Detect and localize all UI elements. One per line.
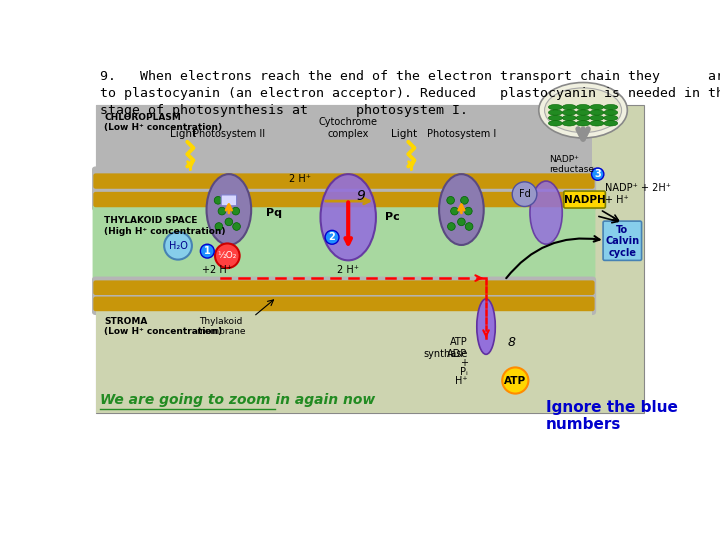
Circle shape [325,231,339,244]
FancyBboxPatch shape [221,195,237,206]
Text: 2 H⁺: 2 H⁺ [289,174,311,184]
FancyBboxPatch shape [92,166,596,211]
Text: Pᵢ: Pᵢ [459,367,467,377]
Circle shape [200,244,215,258]
FancyBboxPatch shape [94,280,595,295]
Ellipse shape [590,115,604,120]
FancyBboxPatch shape [94,296,595,311]
Ellipse shape [207,174,251,245]
Ellipse shape [549,120,562,126]
Text: 2: 2 [328,232,336,242]
Ellipse shape [477,299,495,354]
Text: 2 H⁺: 2 H⁺ [337,265,359,275]
Ellipse shape [549,104,562,110]
Text: ATP
synthase: ATP synthase [423,338,467,359]
Text: 1: 1 [204,246,211,256]
FancyBboxPatch shape [96,105,644,413]
Text: Light: Light [392,130,418,139]
Circle shape [215,222,222,231]
Ellipse shape [562,115,576,120]
Text: 8: 8 [508,335,516,348]
FancyBboxPatch shape [564,191,606,208]
Circle shape [225,218,233,226]
Text: + H⁺: + H⁺ [605,194,629,205]
FancyBboxPatch shape [94,173,595,189]
Circle shape [461,197,468,204]
Ellipse shape [544,88,621,132]
Circle shape [215,197,222,204]
FancyBboxPatch shape [94,192,595,207]
FancyBboxPatch shape [603,221,642,260]
Circle shape [451,207,459,215]
Ellipse shape [576,115,590,120]
Text: NADP⁺
reductase: NADP⁺ reductase [549,155,594,174]
Ellipse shape [562,120,576,126]
Text: STROMA
(Low H⁺ concentration): STROMA (Low H⁺ concentration) [104,316,222,336]
Ellipse shape [576,104,590,110]
Circle shape [164,232,192,260]
FancyBboxPatch shape [93,204,595,287]
Text: NADPH: NADPH [564,194,606,205]
Text: Pc: Pc [384,212,400,222]
Ellipse shape [549,115,562,120]
Text: NADP⁺ + 2H⁺: NADP⁺ + 2H⁺ [605,183,670,193]
Text: THYLAKOID SPACE
(High H⁺ concentration): THYLAKOID SPACE (High H⁺ concentration) [104,217,225,236]
Text: Cytochrome
complex: Cytochrome complex [319,117,378,139]
Ellipse shape [604,115,618,120]
Text: H₂O: H₂O [168,241,187,251]
Circle shape [232,207,240,215]
Circle shape [465,222,473,231]
Ellipse shape [576,120,590,126]
Ellipse shape [549,110,562,115]
Ellipse shape [562,104,576,110]
Circle shape [233,222,240,231]
Text: We are going to zoom in again now: We are going to zoom in again now [99,393,374,407]
Text: ATP: ATP [504,375,526,386]
Text: ADP: ADP [447,348,467,359]
Circle shape [457,218,465,226]
Circle shape [447,197,454,204]
Text: CHLOROPLASM
(Low H⁺ concentration): CHLOROPLASM (Low H⁺ concentration) [104,112,222,132]
Text: Pq: Pq [266,208,282,218]
Text: Fd: Fd [518,189,531,199]
Text: Photosystem I: Photosystem I [427,129,496,139]
Circle shape [215,244,240,268]
Text: 3: 3 [594,169,601,179]
FancyBboxPatch shape [96,105,593,173]
Text: Thylakoid
membrane: Thylakoid membrane [197,316,246,336]
Circle shape [448,222,455,231]
Circle shape [218,207,226,215]
Text: To
Calvin
cycle: To Calvin cycle [606,225,639,258]
Ellipse shape [530,181,562,244]
Ellipse shape [576,110,590,115]
Text: H⁺: H⁺ [455,376,467,386]
Text: Photosystem II: Photosystem II [193,129,265,139]
Ellipse shape [604,120,618,126]
Circle shape [512,182,537,206]
Ellipse shape [604,110,618,115]
Ellipse shape [604,104,618,110]
Text: ½O₂: ½O₂ [217,251,237,260]
Circle shape [592,168,604,180]
Ellipse shape [320,174,376,260]
Ellipse shape [539,83,627,138]
Text: 9.   When electrons reach the end of the electron transport chain they      are : 9. When electrons reach the end of the e… [99,70,720,117]
Ellipse shape [439,174,484,245]
Ellipse shape [590,104,604,110]
FancyBboxPatch shape [96,310,593,413]
FancyBboxPatch shape [92,65,647,481]
Ellipse shape [590,120,604,126]
FancyBboxPatch shape [92,276,596,315]
Circle shape [228,197,235,204]
Text: +: + [459,358,467,368]
Circle shape [503,367,528,394]
Ellipse shape [562,110,576,115]
Text: +2 H⁺: +2 H⁺ [202,265,232,275]
Ellipse shape [590,110,604,115]
Circle shape [464,207,472,215]
Text: 9: 9 [357,188,366,202]
Text: Light: Light [170,130,196,139]
Text: Ignore the blue
numbers: Ignore the blue numbers [546,400,678,432]
